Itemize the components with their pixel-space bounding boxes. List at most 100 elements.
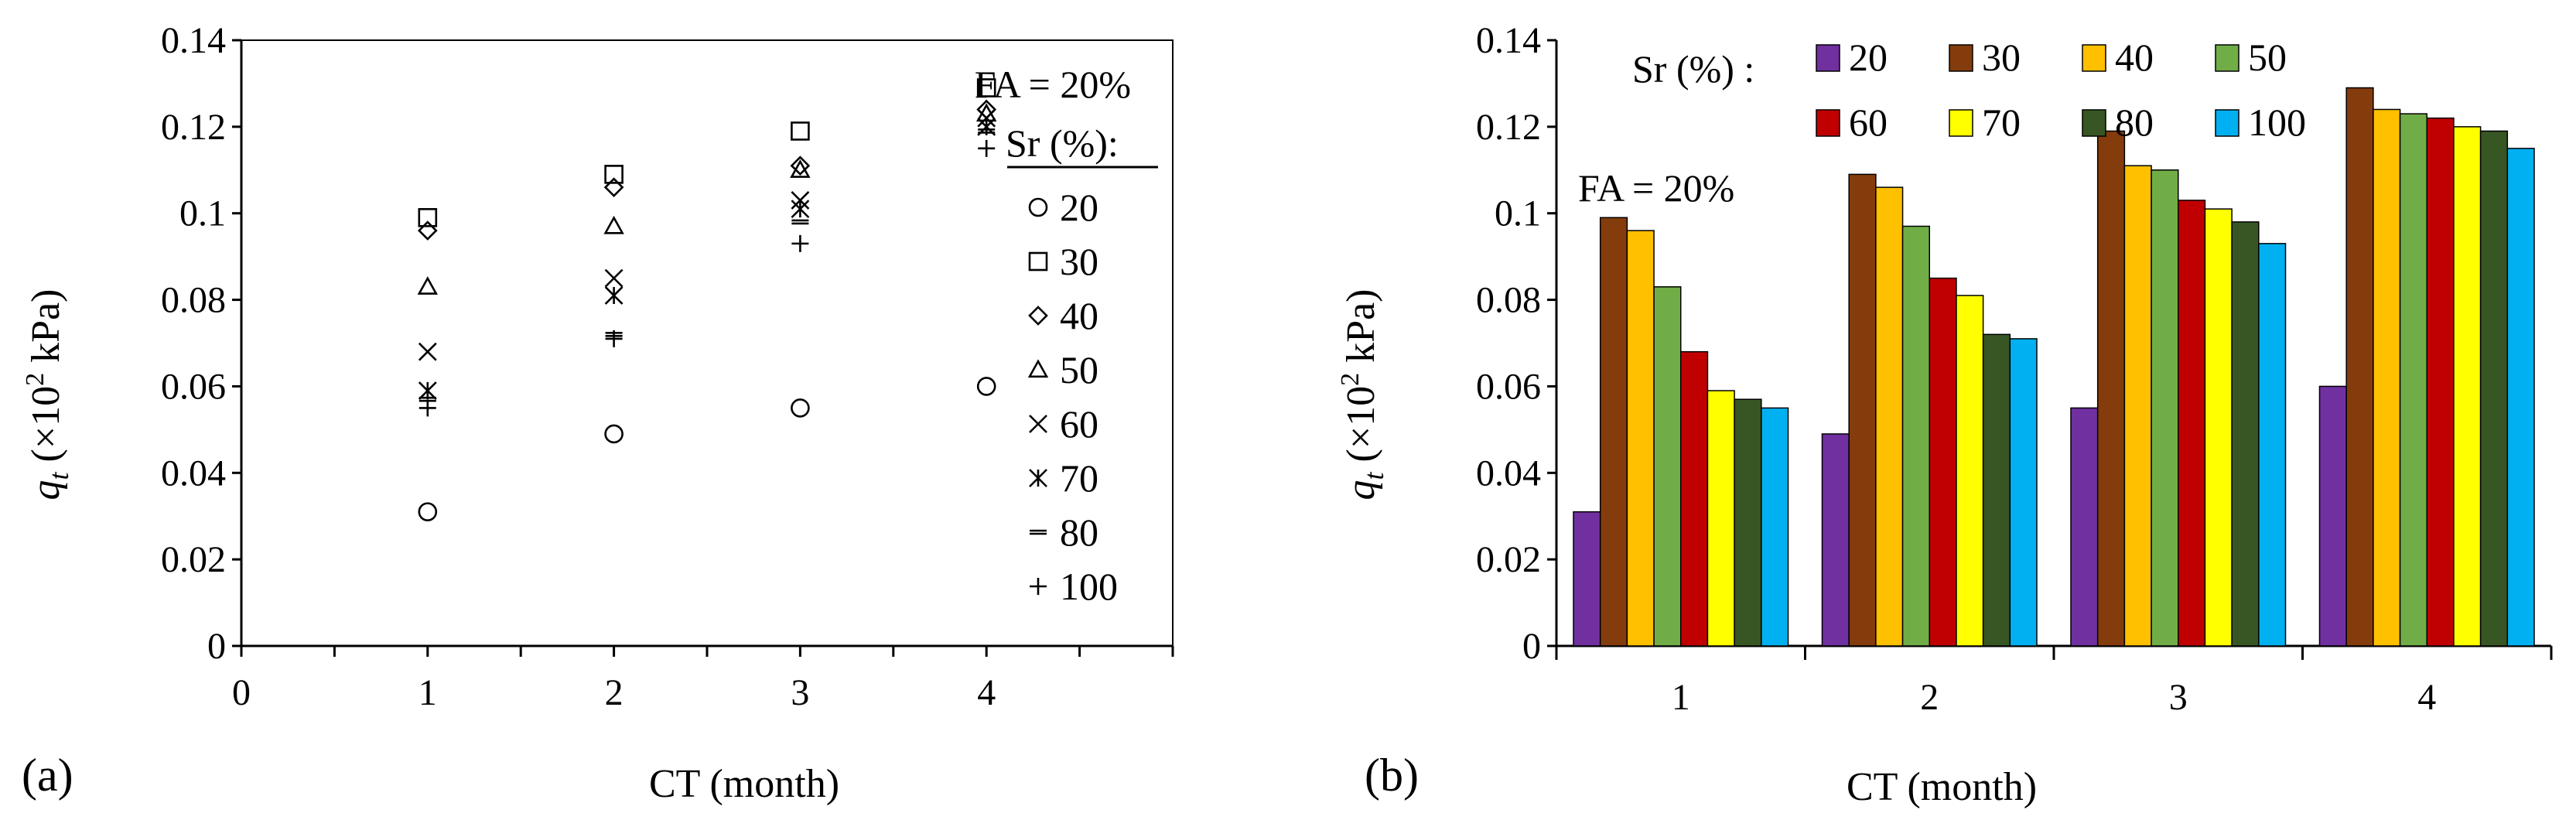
legend-label-sr-30: 30 — [1060, 240, 1098, 283]
bar-sr-100 — [2009, 338, 2038, 647]
legend-title-b: Sr (%) : — [1632, 47, 1754, 91]
y-tick-label-b: 0.14 — [1476, 20, 1541, 61]
point-sr-60 — [418, 342, 437, 361]
legend-swatch-sr-80 — [2082, 109, 2106, 137]
bar-sr-30 — [2096, 130, 2126, 647]
point-sr-70 — [418, 381, 437, 400]
y-tick-label-b: 0.12 — [1476, 107, 1541, 148]
y-label-unit-a: (×10 — [24, 386, 68, 473]
legend-label-sr-100: 100 — [2248, 101, 2306, 144]
bar-sr-50 — [2399, 113, 2427, 647]
y-label-main-b: q — [1339, 480, 1383, 500]
x-tick-label-a: 0 — [232, 672, 251, 713]
panel-label-b: (b) — [1365, 750, 1419, 801]
bar-sr-70 — [2453, 126, 2482, 647]
legend-label-sr-100: 100 — [1060, 565, 1118, 608]
bar-sr-80 — [2231, 221, 2260, 647]
legend-label-sr-60: 60 — [1849, 101, 1888, 144]
bar-sr-30 — [2345, 87, 2374, 647]
bar-sr-60 — [2178, 200, 2206, 647]
y-tick-label-b: 0.1 — [1495, 193, 1541, 234]
y-label-sup-b: 2 — [1336, 373, 1365, 386]
y-tick-label-b: 0.04 — [1476, 453, 1541, 494]
legend-marker-sr-20 — [1028, 197, 1048, 217]
x-axis-label-a: CT (month) — [649, 762, 839, 806]
bar-legend: 20 30 40 50 60 70 80 100 — [1816, 36, 2306, 144]
bar-sr-100 — [2258, 243, 2287, 647]
point-sr-20 — [604, 424, 624, 444]
legend-swatch-sr-60 — [1816, 109, 1840, 137]
bar-sr-20 — [2070, 407, 2099, 647]
y-tick-label-b: 0.06 — [1476, 366, 1541, 407]
legend-marker-sr-50 — [1027, 359, 1049, 378]
point-sr-80 — [791, 219, 809, 225]
bar-sr-40 — [2373, 108, 2401, 647]
point-sr-40 — [790, 155, 811, 176]
bar-sr-40 — [1626, 230, 1655, 647]
y-label-unit-b: (×10 — [1339, 386, 1383, 473]
bar-marks — [1573, 87, 2535, 647]
point-sr-40 — [603, 177, 624, 197]
bar-sr-100 — [1761, 407, 1789, 647]
point-sr-100 — [605, 330, 623, 347]
legend-marker-sr-40 — [1028, 306, 1048, 326]
legend-title-a: Sr (%): — [1006, 121, 1119, 165]
y-label-unit-post-a: kPa) — [24, 289, 68, 373]
legend-label-sr-40: 40 — [1060, 294, 1098, 337]
bar-sr-80 — [1982, 333, 2011, 647]
legend-label-sr-20: 20 — [1060, 186, 1098, 229]
point-sr-70 — [604, 286, 624, 305]
y-tick-label-a: 0.1 — [179, 193, 226, 234]
legend-marker-sr-100 — [1030, 578, 1047, 595]
bar-sr-30 — [1599, 217, 1628, 647]
legend-swatch-sr-20 — [1816, 44, 1840, 72]
legend-label-sr-70: 70 — [1982, 101, 2021, 144]
point-sr-20 — [418, 502, 438, 521]
point-sr-60 — [791, 191, 810, 210]
scatter-axes: 0 0.02 0.04 0.06 0.08 0.1 0.12 0.14 0 1 2 3 4 — [161, 20, 1174, 713]
scatter-legend: 20 30 40 50 60 70 80 100 — [1027, 186, 1118, 608]
bar-sr-20 — [1573, 511, 1601, 647]
point-sr-30 — [791, 121, 810, 141]
legend-swatch-sr-50 — [2215, 44, 2239, 72]
point-sr-20 — [791, 398, 810, 418]
legend-label-sr-70: 70 — [1060, 456, 1098, 500]
y-label-main-a: q — [24, 480, 68, 500]
point-sr-20 — [976, 377, 996, 396]
x-tick-label-a: 1 — [419, 672, 437, 713]
bar-sr-50 — [2151, 169, 2179, 647]
bar-sr-20 — [2318, 385, 2347, 647]
y-tick-label-a: 0.08 — [161, 280, 226, 321]
point-sr-30 — [976, 78, 996, 97]
bar-sr-30 — [1848, 173, 1877, 647]
point-sr-30 — [418, 208, 438, 227]
point-sr-30 — [604, 165, 624, 184]
panel-label-a: (a) — [22, 750, 73, 801]
legend-marker-sr-80 — [1030, 529, 1047, 535]
bar-sr-40 — [2123, 165, 2152, 647]
annotation-fa-a: FA = 20% — [975, 63, 1131, 106]
legend-label-sr-80: 80 — [1060, 511, 1098, 554]
point-sr-100 — [419, 399, 436, 417]
y-label-sub-b: t — [1358, 472, 1389, 480]
annotation-fa-b: FA = 20% — [1578, 166, 1734, 210]
scatter-marks — [417, 78, 997, 521]
y-tick-label-a: 0.06 — [161, 366, 226, 407]
bar-sr-70 — [1707, 390, 1735, 647]
y-tick-label-b: 0.08 — [1476, 280, 1541, 321]
point-sr-70 — [791, 200, 810, 219]
bar-sr-20 — [1821, 433, 1850, 647]
y-axis-label-b: qt (×102 kPa) — [1336, 289, 1389, 500]
legend-swatch-sr-30 — [1949, 44, 1973, 72]
x-tick-label-b: 4 — [2417, 677, 2436, 718]
bar-sr-60 — [1680, 350, 1709, 647]
x-axis-label-b: CT (month) — [1847, 765, 2037, 809]
bar-sr-50 — [1653, 286, 1682, 647]
x-tick-label-a: 3 — [791, 672, 809, 713]
y-tick-label-a: 0.12 — [161, 107, 226, 148]
x-tick-label-b: 2 — [1920, 677, 1939, 718]
legend-marker-sr-70 — [1029, 469, 1047, 487]
scatter-chart-panel-a: 0 0.02 0.04 0.06 0.08 0.1 0.12 0.14 0 1 2 3 4 FA = 2… — [21, 20, 1174, 806]
legend-swatch-sr-100 — [2215, 109, 2239, 137]
